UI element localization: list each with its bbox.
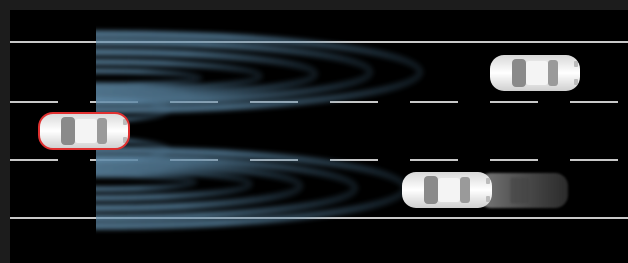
adjacent-car <box>402 172 492 208</box>
ego-car <box>39 113 129 149</box>
radar-illustration <box>0 0 628 263</box>
car-ahead <box>490 55 580 91</box>
